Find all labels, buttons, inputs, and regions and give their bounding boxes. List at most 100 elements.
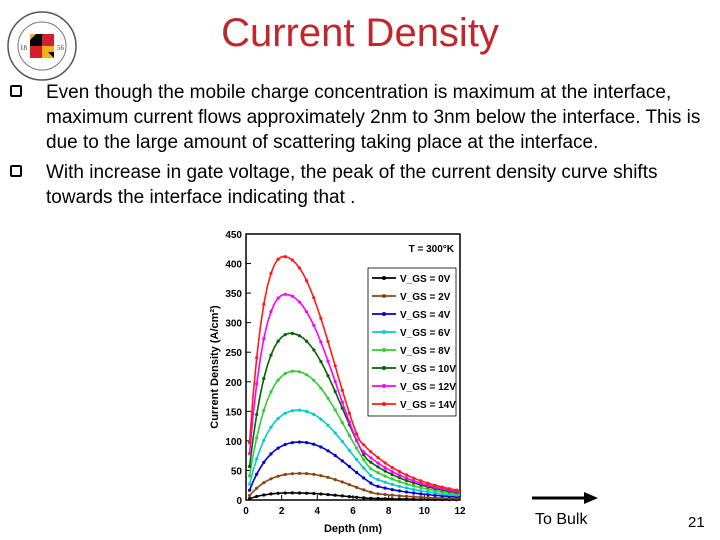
data-point: [347, 465, 351, 469]
data-point: [305, 409, 309, 413]
data-point: [390, 470, 394, 474]
data-point: [262, 438, 266, 442]
data-point: [290, 331, 294, 335]
data-point: [362, 458, 366, 462]
data-point: [404, 494, 409, 498]
data-point: [312, 323, 316, 327]
data-point: [333, 389, 337, 394]
data-point: [376, 471, 380, 475]
data-point: [319, 492, 323, 496]
data-point: [433, 483, 437, 487]
data-point: [383, 492, 387, 497]
bullet-box-icon: [10, 165, 22, 177]
data-point: [447, 487, 451, 491]
y-axis-label: Current Density (A/cm²): [209, 305, 221, 429]
temperature-annotation: T = 300°K: [409, 244, 455, 255]
data-point: [440, 496, 444, 500]
data-point: [390, 465, 394, 470]
data-point: [319, 445, 323, 449]
data-point: [290, 472, 294, 476]
legend-label: V_GS = 10V: [400, 364, 456, 375]
data-point: [426, 481, 430, 485]
data-point: [397, 473, 401, 477]
data-point: [305, 339, 309, 343]
data-point: [319, 386, 323, 390]
data-point: [362, 496, 366, 500]
data-point: [383, 497, 387, 501]
legend-label: V_GS = 14V: [400, 400, 456, 411]
data-point: [355, 495, 359, 499]
data-point: [433, 496, 437, 500]
data-point: [369, 496, 373, 500]
data-point: [248, 488, 252, 492]
current-density-chart: 0 50 100 150 200 250 300 350 400 450 0 2 4 6 8 10 12 Dept…: [209, 230, 466, 534]
y-tick-label: 400: [225, 260, 242, 271]
data-point: [290, 441, 294, 445]
data-point: [248, 493, 252, 498]
y-tick-label: 450: [225, 230, 242, 241]
data-point: [276, 257, 280, 261]
data-point: [312, 296, 316, 300]
data-point: [419, 481, 423, 485]
data-point: [290, 258, 294, 262]
data-point: [283, 292, 287, 296]
data-point: [426, 493, 430, 497]
y-tick-label: 250: [225, 348, 242, 359]
data-point: [340, 388, 344, 392]
x-axis-label: Depth (nm): [324, 523, 382, 534]
data-point: [340, 459, 344, 463]
data-point: [340, 400, 344, 404]
data-point: [412, 495, 416, 499]
legend-marker: [382, 384, 386, 388]
data-point: [290, 491, 294, 495]
data-point: [333, 431, 337, 435]
data-point: [290, 294, 294, 298]
data-point: [362, 453, 366, 457]
data-point: [369, 456, 373, 460]
data-point: [362, 488, 366, 492]
data-point: [419, 479, 423, 483]
data-point: [355, 432, 359, 436]
data-point: [283, 333, 287, 337]
data-point: [255, 494, 259, 499]
data-point: [255, 436, 259, 440]
legend-label: V_GS = 6V: [400, 328, 451, 339]
data-point: [262, 302, 266, 306]
data-point: [347, 411, 351, 415]
data-point: [390, 493, 394, 497]
data-point: [297, 300, 302, 304]
data-point: [312, 412, 316, 416]
data-point: [404, 473, 409, 477]
data-point: [326, 339, 330, 344]
data-point: [305, 441, 309, 445]
data-point: [347, 495, 351, 499]
data-point: [440, 485, 444, 489]
university-seal-logo: 18 56: [7, 11, 77, 81]
data-point: [376, 465, 380, 469]
data-point: [397, 469, 401, 474]
data-point: [362, 450, 366, 454]
data-point: [312, 491, 316, 496]
data-point: [369, 490, 373, 494]
data-point: [262, 337, 266, 341]
data-point: [412, 479, 416, 483]
data-point: [248, 452, 252, 456]
legend-marker: [382, 312, 386, 316]
data-point: [376, 461, 380, 465]
data-point: [419, 489, 423, 493]
legend-label: V_GS = 0V: [400, 274, 451, 285]
legend-label: V_GS = 2V: [400, 292, 451, 303]
data-point: [269, 477, 273, 481]
data-point: [262, 376, 266, 381]
data-point: [326, 423, 330, 427]
legend-marker: [382, 294, 386, 298]
data-point: [383, 480, 387, 484]
data-point: [426, 490, 430, 494]
data-point: [404, 478, 409, 483]
data-point: [412, 487, 416, 492]
data-point: [376, 496, 380, 501]
data-point: [262, 481, 266, 485]
data-point: [305, 310, 309, 314]
data-point: [355, 485, 359, 489]
data-point: [283, 472, 287, 477]
